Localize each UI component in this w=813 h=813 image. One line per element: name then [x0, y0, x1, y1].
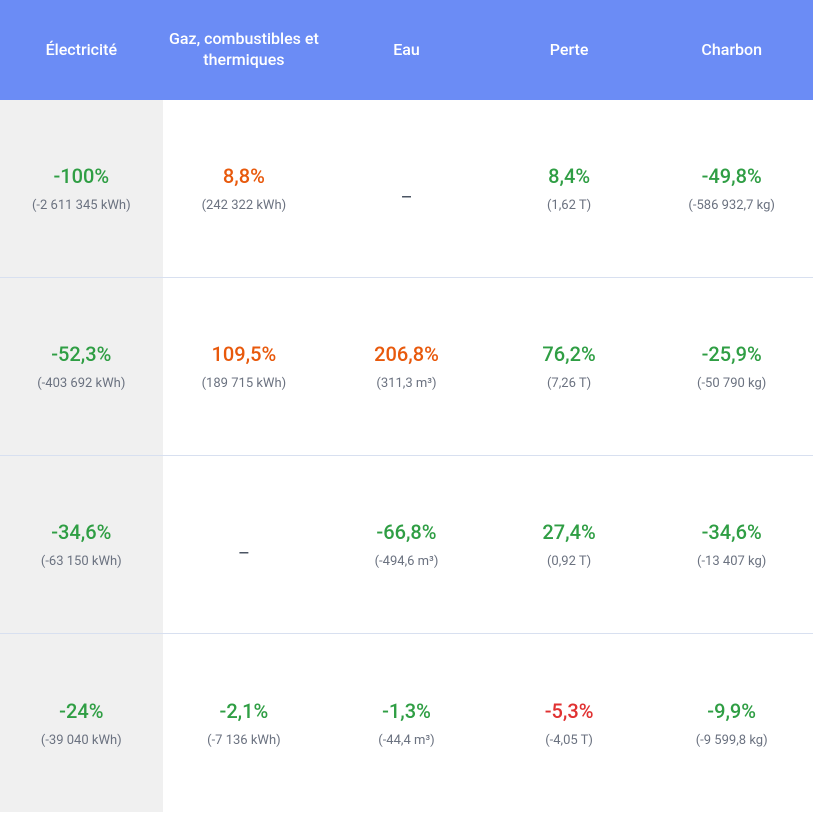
table-cell: -49,8% (-586 932,7 kg)	[650, 100, 813, 277]
cell-percentage: -25,9%	[702, 342, 762, 366]
cell-percentage: 206,8%	[374, 342, 439, 366]
table-cell: -5,3% (-4,05 T)	[488, 634, 651, 812]
table-row: -34,6% (-63 150 kWh) _ -66,8% (-494,6 m³) 27,…	[0, 456, 813, 634]
table-cell: -24% (-39 040 kWh)	[0, 634, 163, 812]
cell-subvalue: (242 322 kWh)	[202, 198, 287, 213]
cell-subvalue: (-494,6 m³)	[375, 554, 439, 569]
cell-percentage: 8,8%	[223, 164, 265, 188]
cell-percentage: 109,5%	[212, 342, 277, 366]
cell-percentage: -2,1%	[220, 699, 269, 723]
cell-subvalue: (-7 136 kWh)	[207, 733, 281, 748]
table-cell: 27,4% (0,92 T)	[488, 456, 651, 633]
cell-percentage: _	[402, 177, 411, 201]
table-cell: 206,8% (311,3 m³)	[325, 278, 488, 455]
table-cell: -34,6% (-63 150 kWh)	[0, 456, 163, 633]
cell-percentage: -5,3%	[545, 699, 594, 723]
table-cell: -100% (-2 611 345 kWh)	[0, 100, 163, 277]
cell-subvalue: (-403 692 kWh)	[37, 376, 125, 391]
table-cell: -2,1% (-7 136 kWh)	[163, 634, 326, 812]
table-cell: -52,3% (-403 692 kWh)	[0, 278, 163, 455]
table-cell: 109,5% (189 715 kWh)	[163, 278, 326, 455]
cell-subvalue: (311,3 m³)	[376, 376, 436, 391]
cell-subvalue: (0,92 T)	[547, 554, 591, 569]
table-cell: _	[325, 100, 488, 277]
cell-subvalue: (-586 932,7 kg)	[688, 198, 774, 213]
cell-subvalue: (-44,4 m³)	[378, 733, 434, 748]
cell-percentage: -34,6%	[702, 520, 762, 544]
cell-subvalue: (7,26 T)	[547, 376, 591, 391]
table-row: -52,3% (-403 692 kWh) 109,5% (189 715 kWh) 2…	[0, 278, 813, 456]
cell-percentage: -24%	[59, 699, 103, 723]
cell-percentage: -66,8%	[376, 520, 436, 544]
table-cell: -66,8% (-494,6 m³)	[325, 456, 488, 633]
cell-subvalue: (-2 611 345 kWh)	[32, 198, 131, 213]
table-cell: -34,6% (-13 407 kg)	[650, 456, 813, 633]
table-cell: 8,4% (1,62 T)	[488, 100, 651, 277]
table-cell: 8,8% (242 322 kWh)	[163, 100, 326, 277]
col-header-perte: Perte	[488, 30, 651, 71]
table-row: -100% (-2 611 345 kWh) 8,8% (242 322 kWh) _ 8…	[0, 100, 813, 278]
col-header-electricite: Électricité	[0, 30, 163, 71]
cell-percentage: 76,2%	[542, 342, 595, 366]
cell-subvalue: (-63 150 kWh)	[41, 554, 122, 569]
table-cell: 76,2% (7,26 T)	[488, 278, 651, 455]
col-header-eau: Eau	[325, 30, 488, 71]
cell-subvalue: (-13 407 kg)	[697, 554, 766, 569]
cell-percentage: _	[239, 533, 248, 557]
col-header-charbon: Charbon	[650, 30, 813, 71]
cell-subvalue: (-9 599,8 kg)	[696, 733, 768, 748]
cell-subvalue: (189 715 kWh)	[202, 376, 287, 391]
cell-percentage: -9,9%	[707, 699, 756, 723]
cell-percentage: -1,3%	[382, 699, 431, 723]
cell-percentage: -49,8%	[702, 164, 762, 188]
table-row: -24% (-39 040 kWh) -2,1% (-7 136 kWh) -1,3% (…	[0, 634, 813, 812]
cell-percentage: -52,3%	[51, 342, 111, 366]
cell-subvalue: (-4,05 T)	[545, 733, 593, 748]
cell-subvalue: (-50 790 kg)	[697, 376, 766, 391]
table-header-row: Électricité Gaz, combustibles et thermiq…	[0, 0, 813, 100]
cell-percentage: -100%	[53, 164, 109, 188]
cell-percentage: 8,4%	[548, 164, 590, 188]
cell-subvalue: (-39 040 kWh)	[41, 733, 122, 748]
col-header-gaz: Gaz, combustibles et thermiques	[163, 19, 326, 81]
table-cell: -1,3% (-44,4 m³)	[325, 634, 488, 812]
data-table: Électricité Gaz, combustibles et thermiq…	[0, 0, 813, 812]
table-cell: -9,9% (-9 599,8 kg)	[650, 634, 813, 812]
table-body: -100% (-2 611 345 kWh) 8,8% (242 322 kWh) _ 8…	[0, 100, 813, 812]
table-cell: _	[163, 456, 326, 633]
table-cell: -25,9% (-50 790 kg)	[650, 278, 813, 455]
cell-subvalue: (1,62 T)	[547, 198, 591, 213]
cell-percentage: 27,4%	[542, 520, 595, 544]
cell-percentage: -34,6%	[51, 520, 111, 544]
